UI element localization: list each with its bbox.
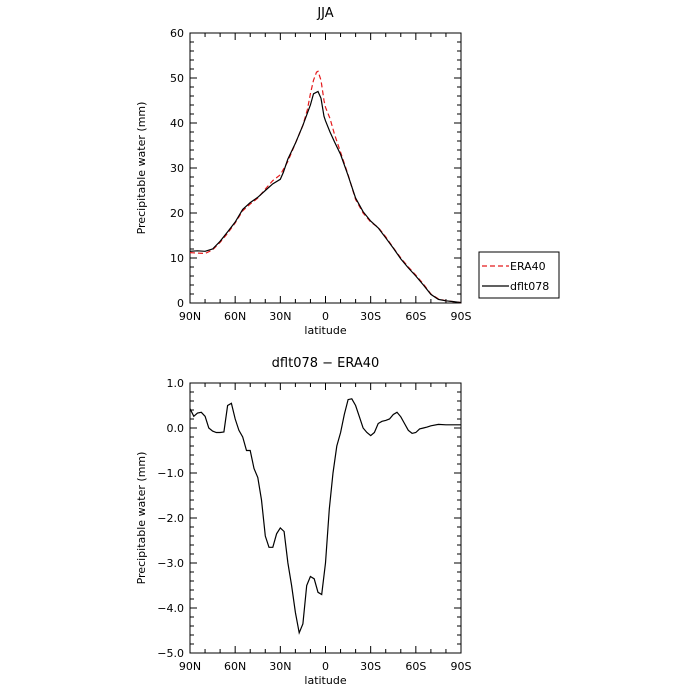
chart2-series-difference-line: [189, 398, 461, 635]
chart1-y-tick-label: 40: [170, 117, 184, 130]
legend-label-dflt078: dflt078: [510, 280, 549, 293]
chart2-title: dflt078 − ERA40: [272, 356, 380, 371]
chart1-y-tick-label: 50: [170, 72, 184, 85]
chart1-x-tick-label: 90S: [451, 310, 472, 323]
chart2-y-tick-label: 0.0: [167, 422, 185, 435]
chart1-x-tick-label: 30S: [360, 310, 381, 323]
chart2-x-tick-label: 30N: [269, 660, 291, 673]
chart2-x-tick-label: 90S: [451, 660, 472, 673]
chart1-y-tick-label: 20: [170, 207, 184, 220]
chart2-y-axis-label: Precipitable water (mm): [135, 452, 148, 585]
chart2-x-tick-label: 0: [322, 660, 329, 673]
chart2-x-tick-label: 30S: [360, 660, 381, 673]
chart2-y-tick-label: −2.0: [157, 512, 184, 525]
chart1-x-tick-label: 90N: [179, 310, 201, 323]
chart2-x-axis-label: latitude: [304, 674, 346, 687]
chart2-y-tick-label: 1.0: [167, 377, 185, 390]
chart1-x-tick-label: 60S: [405, 310, 426, 323]
chart2-y-tick-label: −5.0: [157, 647, 184, 660]
chart1-series-dflt078-line: [189, 90, 462, 304]
chart1-x-tick-label: 0: [322, 310, 329, 323]
chart1-x-axis-label: latitude: [304, 324, 346, 337]
chart2-x-tick-label: 90N: [179, 660, 201, 673]
chart2-y-tick-label: −1.0: [157, 467, 184, 480]
chart1-y-tick-label: 30: [170, 162, 184, 175]
chart1-y-tick-label: 60: [170, 27, 184, 40]
chart1-x-tick-label: 60N: [224, 310, 246, 323]
chart1-title: JJA: [316, 6, 333, 21]
chart2-plot-frame: [189, 382, 462, 654]
chart1-plot-frame: [189, 32, 462, 304]
chart2-y-tick-label: −3.0: [157, 557, 184, 570]
chart2-y-tick-label: −4.0: [157, 602, 184, 615]
chart2-x-tick-label: 60S: [405, 660, 426, 673]
legend-box: [478, 251, 560, 299]
chart1-x-tick-label: 30N: [269, 310, 291, 323]
legend-label-era40: ERA40: [510, 260, 546, 273]
chart1-y-tick-label: 0: [177, 297, 184, 310]
chart1-series-era40-line: [189, 70, 462, 304]
chart2-x-tick-label: 60N: [224, 660, 246, 673]
chart1-y-tick-label: 10: [170, 252, 184, 265]
chart1-y-axis-label: Precipitable water (mm): [135, 102, 148, 235]
